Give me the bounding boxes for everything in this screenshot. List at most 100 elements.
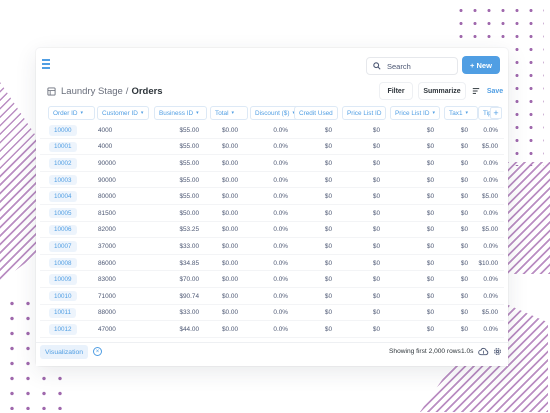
table-cell: $50.00 — [179, 209, 199, 217]
column-header[interactable]: Price List ID ▾ — [390, 106, 440, 120]
column-header[interactable]: Order ID ▾ — [48, 106, 95, 120]
filter-button[interactable]: Filter — [379, 82, 413, 100]
order-id-link[interactable]: 10000 — [49, 125, 77, 136]
breadcrumb-parent[interactable]: Laundry Stage — [61, 86, 123, 97]
column-header[interactable]: Total ▾ — [210, 106, 248, 120]
column-header-label: Price List ID — [395, 109, 430, 117]
table-cell: $0 — [460, 176, 468, 184]
table-row[interactable]: 10002 90000 $55.00 $0.00 0.0% $0 $0 $0 $0 0.0% — [40, 155, 504, 172]
table-cell: $5.00 — [482, 143, 498, 151]
table-row[interactable]: 10008 86000 $34.85 $0.00 0.0% $0 $0 $0 $0 $10.00 — [40, 255, 504, 272]
cloud-download-icon[interactable] — [478, 347, 489, 356]
column-header[interactable]: Business ID ▾ — [154, 106, 207, 120]
table-cell: $0 — [426, 309, 434, 317]
query-time-text: 1.0s — [461, 348, 474, 355]
gear-icon[interactable] — [493, 347, 502, 356]
table-cell: $0 — [372, 159, 380, 167]
new-button[interactable]: + New — [462, 56, 500, 74]
table-cell: $0 — [426, 143, 434, 151]
sliders-icon[interactable] — [470, 82, 482, 100]
new-button-label: New — [476, 60, 492, 70]
table-cell: $0 — [426, 259, 434, 267]
table-cell: $33.00 — [179, 309, 199, 317]
table-cell: $0 — [372, 193, 380, 201]
save-button[interactable]: Save — [486, 87, 504, 95]
table-cell: $0 — [324, 159, 332, 167]
table-cell: $0.00 — [222, 159, 238, 167]
summarize-button[interactable]: Summarize — [418, 82, 466, 100]
order-id-link[interactable]: 10012 — [49, 324, 77, 335]
add-column-button[interactable]: + — [490, 107, 502, 119]
table-row[interactable]: 10009 83000 $70.00 $0.00 0.0% $0 $0 $0 $0 0.0% — [40, 271, 504, 288]
table-row[interactable]: 10001 4000 $55.00 $0.00 0.0% $0 $0 $0 $0 $5.00 — [40, 139, 504, 156]
table-cell: $5.00 — [482, 309, 498, 317]
order-id-link[interactable]: 10001 — [49, 141, 77, 153]
table-cell: $44.00 — [179, 325, 199, 333]
table-cell: 4000 — [98, 126, 113, 134]
table-cell: 90000 — [98, 159, 116, 167]
table-cell: $0.00 — [222, 176, 238, 184]
table-cell: 0.0% — [483, 159, 498, 167]
table-row[interactable]: 10003 90000 $55.00 $0.00 0.0% $0 $0 $0 $0 0.0% — [40, 172, 504, 189]
table-row[interactable]: 10010 71000 $90.74 $0.00 0.0% $0 $0 $0 $0 0.0% — [40, 288, 504, 305]
table-cell: 81500 — [98, 209, 116, 217]
order-id-link[interactable]: 10007 — [49, 241, 77, 252]
column-header-label: Tax1 — [449, 109, 463, 117]
table-cell: 80000 — [98, 193, 116, 201]
chevron-down-icon: ▾ — [292, 110, 295, 116]
table-cell: $0 — [426, 126, 434, 134]
table-cell: $0 — [324, 193, 332, 201]
table-cell: $0 — [372, 242, 380, 250]
column-header[interactable]: Tax1 ▾ — [444, 106, 478, 120]
table-cell: $0 — [426, 193, 434, 201]
table-cell: $0 — [460, 325, 468, 333]
table-row[interactable]: 10005 81500 $50.00 $0.00 0.0% $0 $0 $0 $0 0.0% — [40, 205, 504, 222]
column-header[interactable]: Customer ID ▾ — [97, 106, 149, 120]
table-cell: $0 — [324, 292, 332, 300]
table-row[interactable]: 10012 47000 $44.00 $0.00 0.0% $0 $0 $0 $0 0.0% — [40, 321, 504, 338]
table-body: 10000 4000 $55.00 $0.00 0.0% $0 $0 $0 $0 0.0% 1000… — [40, 122, 504, 338]
order-id-link[interactable]: 10010 — [49, 290, 77, 302]
order-id-link[interactable]: 10003 — [49, 174, 77, 186]
table-cell: $0 — [460, 209, 468, 217]
column-header[interactable]: Credit Used — [294, 106, 338, 120]
table-cell: $0 — [426, 325, 434, 333]
column-header-label: Order ID — [53, 109, 78, 117]
order-id-link[interactable]: 10009 — [49, 274, 77, 285]
order-id-link[interactable]: 10006 — [49, 224, 77, 236]
table-cell: $0 — [426, 292, 434, 300]
page-title: Orders — [131, 86, 163, 97]
order-id-link[interactable]: 10002 — [49, 158, 77, 169]
order-id-link[interactable]: 10004 — [49, 191, 77, 202]
table-cell: $0 — [372, 325, 380, 333]
table-row[interactable]: 10007 37000 $33.00 $0.00 0.0% $0 $0 $0 $0 0.0% — [40, 238, 504, 255]
table-cell: $0 — [372, 309, 380, 317]
table-cell: 0.0% — [273, 209, 288, 217]
table-cell: $0.00 — [222, 276, 238, 284]
table-cell: $0 — [426, 176, 434, 184]
column-header-label: Total — [215, 109, 229, 117]
table-row[interactable]: 10004 80000 $55.00 $0.00 0.0% $0 $0 $0 $0 $5.00 — [40, 188, 504, 205]
table-cell: 0.0% — [273, 176, 288, 184]
decorative-stripes-left — [0, 82, 40, 282]
breadcrumb-separator: / — [125, 86, 129, 97]
table-cell: $0 — [324, 276, 332, 284]
table-row[interactable]: 10006 82000 $53.25 $0.00 0.0% $0 $0 $0 $0 $5.00 — [40, 222, 504, 239]
table-cell: $0 — [460, 259, 468, 267]
column-header[interactable]: Price List ID — [342, 106, 386, 120]
search-input[interactable]: Search — [366, 57, 458, 75]
order-id-link[interactable]: 10008 — [49, 257, 77, 269]
table-cell: $0.00 — [222, 143, 238, 151]
table-cell: $55.00 — [179, 126, 199, 134]
table-cell: $0.00 — [222, 242, 238, 250]
close-circle-icon[interactable]: × — [93, 347, 102, 356]
order-id-link[interactable]: 10011 — [49, 307, 77, 319]
order-id-link[interactable]: 10005 — [49, 207, 77, 219]
table-cell: 0.0% — [483, 209, 498, 217]
table-cell: 88000 — [98, 309, 116, 317]
table-cell: $0 — [372, 126, 380, 134]
hamburger-icon[interactable] — [42, 59, 52, 69]
table-row[interactable]: 10000 4000 $55.00 $0.00 0.0% $0 $0 $0 $0 0.0% — [40, 122, 504, 139]
table-row[interactable]: 10011 88000 $33.00 $0.00 0.0% $0 $0 $0 $0 $5.00 — [40, 305, 504, 322]
visualization-button[interactable]: Visualization — [40, 345, 89, 359]
